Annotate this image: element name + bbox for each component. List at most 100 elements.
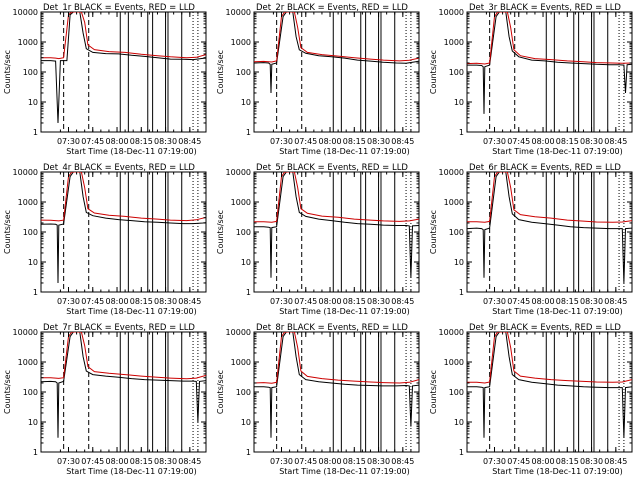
y-tick-label: 10 xyxy=(28,258,38,267)
events-line xyxy=(41,12,206,124)
panel: Det_5r BLACK = Events, RED = LLD 1 10 100 10… xyxy=(216,163,420,316)
x-tick-label: 08:45 xyxy=(604,297,627,306)
x-tick-label: 08:15 xyxy=(343,137,366,146)
y-axis-label: Counts/sec xyxy=(429,370,438,414)
x-tick-label: 07:45 xyxy=(81,137,104,146)
x-tick-label: 07:30 xyxy=(483,137,506,146)
plot-area xyxy=(254,332,419,452)
y-tick-label: 10 xyxy=(454,258,464,267)
y-tick-label: 10000 xyxy=(226,8,251,17)
panel: Det_3r BLACK = Events, RED = LLD 1 10 100 10… xyxy=(429,3,633,156)
y-tick-label: 100 xyxy=(236,228,251,237)
x-tick-label: 08:45 xyxy=(391,137,414,146)
plot-area xyxy=(467,12,632,132)
lld-line xyxy=(467,332,632,384)
panel-title: Det_3r BLACK = Events, RED = LLD xyxy=(469,3,621,13)
events-line xyxy=(467,172,632,284)
x-tick-label: 08:00 xyxy=(318,457,341,466)
x-tick-label: 08:30 xyxy=(367,137,390,146)
y-tick-label: 1000 xyxy=(18,358,38,367)
y-tick-label: 1000 xyxy=(444,198,464,207)
panel: Det_2r BLACK = Events, RED = LLD 1 10 100 10… xyxy=(216,3,420,156)
x-tick-label: 08:45 xyxy=(178,297,201,306)
lld-line xyxy=(467,172,632,223)
panel-title: Det_9r BLACK = Events, RED = LLD xyxy=(469,323,621,333)
x-tick-label: 08:15 xyxy=(130,457,153,466)
x-tick-label: 08:00 xyxy=(531,137,554,146)
y-tick-label: 1 xyxy=(459,288,464,297)
x-axis-label: Start Time (18-Dec-11 07:19:00) xyxy=(66,147,197,156)
events-line xyxy=(254,12,419,94)
x-tick-label: 07:45 xyxy=(81,297,104,306)
y-tick-label: 1 xyxy=(33,128,38,137)
y-tick-label: 1000 xyxy=(18,38,38,47)
x-tick-label: 08:45 xyxy=(391,297,414,306)
y-tick-label: 1 xyxy=(33,448,38,457)
y-tick-label: 100 xyxy=(236,68,251,77)
y-tick-label: 10 xyxy=(28,418,38,427)
panel: Det_9r BLACK = Events, RED = LLD 1 10 100 10… xyxy=(429,323,633,476)
x-tick-label: 07:45 xyxy=(81,457,104,466)
y-axis-label: Counts/sec xyxy=(216,370,225,414)
x-tick-label: 07:30 xyxy=(270,457,293,466)
plot-area xyxy=(467,332,632,452)
x-tick-label: 07:30 xyxy=(57,297,80,306)
y-tick-label: 10 xyxy=(241,258,251,267)
x-tick-label: 08:15 xyxy=(556,457,579,466)
x-tick-label: 07:45 xyxy=(294,297,317,306)
events-line xyxy=(41,172,206,284)
x-tick-label: 08:45 xyxy=(604,137,627,146)
x-tick-label: 08:00 xyxy=(318,297,341,306)
x-axis-label: Start Time (18-Dec-11 07:19:00) xyxy=(66,467,197,476)
lld-line xyxy=(254,172,419,223)
x-tick-label: 08:00 xyxy=(531,297,554,306)
y-tick-label: 1 xyxy=(246,448,251,457)
y-tick-label: 10000 xyxy=(226,168,251,177)
plot-area xyxy=(254,172,419,292)
panel-title: Det_5r BLACK = Events, RED = LLD xyxy=(256,163,408,173)
y-tick-label: 1000 xyxy=(231,38,251,47)
y-tick-label: 1 xyxy=(459,448,464,457)
panel-title: Det_1r BLACK = Events, RED = LLD xyxy=(43,3,195,13)
x-tick-label: 08:15 xyxy=(130,297,153,306)
y-axis-label: Counts/sec xyxy=(216,50,225,94)
x-tick-label: 08:15 xyxy=(130,137,153,146)
plot-area xyxy=(254,12,419,132)
events-line xyxy=(467,332,632,438)
y-tick-label: 100 xyxy=(449,388,464,397)
x-tick-label: 08:30 xyxy=(580,297,603,306)
y-tick-label: 100 xyxy=(449,228,464,237)
y-tick-label: 10 xyxy=(241,98,251,107)
events-line xyxy=(254,332,419,438)
panel-title: Det_2r BLACK = Events, RED = LLD xyxy=(256,3,408,13)
x-tick-label: 07:30 xyxy=(270,137,293,146)
x-tick-label: 08:45 xyxy=(178,457,201,466)
x-tick-label: 08:30 xyxy=(154,457,177,466)
y-tick-label: 1000 xyxy=(444,358,464,367)
y-tick-label: 10000 xyxy=(226,328,251,337)
plot-area xyxy=(41,12,206,132)
y-tick-label: 100 xyxy=(23,388,38,397)
lld-line xyxy=(254,12,419,63)
y-tick-label: 100 xyxy=(449,68,464,77)
x-tick-label: 07:30 xyxy=(483,457,506,466)
y-axis-label: Counts/sec xyxy=(3,50,12,94)
panel-title: Det_4r BLACK = Events, RED = LLD xyxy=(43,163,195,173)
x-tick-label: 08:00 xyxy=(105,137,128,146)
y-tick-label: 1000 xyxy=(231,198,251,207)
lld-line xyxy=(41,332,206,380)
x-tick-label: 08:00 xyxy=(318,137,341,146)
panel: Det_6r BLACK = Events, RED = LLD 1 10 100 10… xyxy=(429,163,633,316)
y-tick-label: 10000 xyxy=(13,8,38,17)
x-tick-label: 08:00 xyxy=(531,457,554,466)
y-tick-label: 10000 xyxy=(439,8,464,17)
x-tick-label: 07:45 xyxy=(294,137,317,146)
lld-line xyxy=(467,12,632,65)
lld-line xyxy=(41,12,206,60)
y-tick-label: 1 xyxy=(33,288,38,297)
y-tick-label: 10 xyxy=(454,98,464,107)
x-axis-label: Start Time (18-Dec-11 07:19:00) xyxy=(492,307,623,316)
y-tick-label: 1000 xyxy=(231,358,251,367)
y-axis-label: Counts/sec xyxy=(429,50,438,94)
